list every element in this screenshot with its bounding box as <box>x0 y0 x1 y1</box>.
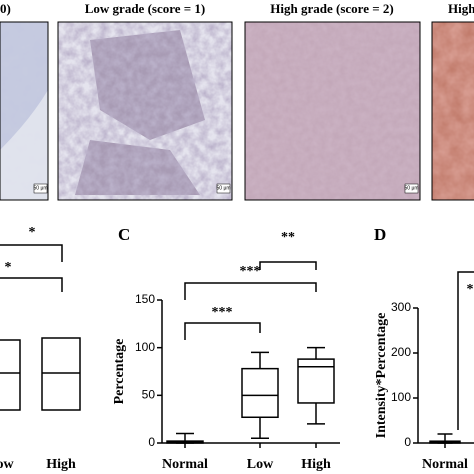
y-tick-label: 50 <box>142 388 156 402</box>
y-axis-label: Intensity*Percentage <box>374 313 389 439</box>
bracket <box>259 261 317 270</box>
box <box>297 358 335 404</box>
x-tick-label: Normal <box>162 457 208 472</box>
y-tick-label: 0 <box>148 435 155 449</box>
y-tick-label: 100 <box>391 390 411 404</box>
image-label: 0) <box>0 1 11 16</box>
x-tick-label: High <box>46 457 76 472</box>
y-tick-label: 300 <box>391 300 411 314</box>
y-tick-label: 150 <box>135 292 155 306</box>
y-tick-label: 200 <box>391 345 411 359</box>
significance: * <box>5 260 12 275</box>
image-panel <box>0 21 49 201</box>
significance: * <box>467 282 474 297</box>
x-tick-label: High <box>301 457 331 472</box>
scale-bar: 50 μm <box>405 183 419 194</box>
significance: *** <box>212 305 233 320</box>
x-tick-label: ow <box>0 457 14 472</box>
significance: *** <box>240 264 261 279</box>
y-tick-label: 100 <box>135 340 155 354</box>
image-label: High <box>448 1 474 16</box>
y-tick-label: 0 <box>404 435 411 449</box>
bracket <box>184 322 261 340</box>
significance: ** <box>281 230 295 245</box>
scale-bar: 50 μm <box>34 183 48 194</box>
x-tick-label: Normal <box>422 457 468 472</box>
box <box>241 367 279 419</box>
x-tick-label: Low <box>247 457 274 472</box>
scale-bar-label: 50 μm <box>34 185 48 191</box>
image-panel <box>244 21 421 201</box>
partial-panel: * * ow High <box>0 225 81 472</box>
scale-bar-label: 50 μm <box>405 185 419 191</box>
significance: * <box>29 225 36 240</box>
bracket <box>457 271 474 430</box>
y-axis-label: Percentage <box>112 339 127 405</box>
image-panel <box>57 21 233 201</box>
image-label: Low grade (score = 1) <box>85 1 206 16</box>
panel-label: D <box>374 225 386 244</box>
image-panel <box>431 21 474 201</box>
scale-bar-label: 50 μm <box>217 185 231 191</box>
panel-label: C <box>118 225 130 244</box>
bracket <box>184 282 317 300</box>
scale-bar: 50 μm <box>217 183 231 194</box>
image-label: High grade (score = 2) <box>270 1 393 16</box>
